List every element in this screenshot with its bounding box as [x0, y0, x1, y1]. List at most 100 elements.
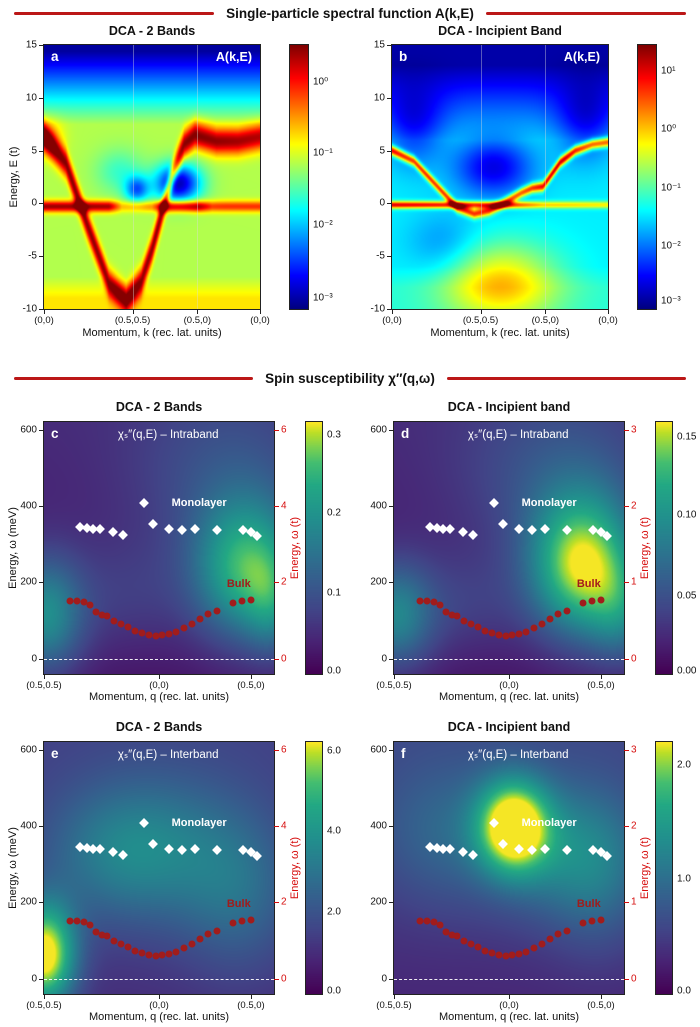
- tick-mark: [39, 826, 44, 827]
- colorbar-tick-label: 1.0: [677, 873, 691, 885]
- tick-mark: [389, 506, 394, 507]
- panel-a: DCA - 2 Bands Energy, E (t) a A(k,E) 15 1…: [2, 24, 348, 358]
- tick-mark: [260, 309, 261, 314]
- colorbar-tick-label: 0.10: [677, 509, 697, 521]
- bulk-marker: [448, 611, 455, 619]
- susceptibility-label: χₛ″(q,E) – Intraband: [117, 429, 219, 441]
- colorbar: 2.0 1.0 0.0: [655, 741, 691, 997]
- bulk-marker: [172, 628, 180, 636]
- right-y-axis-label: Energy, ω (t): [639, 836, 651, 900]
- colorbar-tick-label: 10¹: [661, 65, 676, 77]
- colorbar: 10¹ 10⁰ 10⁻¹ 10⁻² 10⁻³: [637, 44, 681, 310]
- bulk-label: Bulk: [226, 897, 251, 910]
- y-tick-label: -10: [22, 303, 37, 315]
- bulk-marker: [131, 947, 139, 955]
- colorbar-tick-label: 0.00: [677, 665, 697, 677]
- panel-f: DCA - Incipient band Energy, ω (t) f χₛ″…: [352, 714, 700, 1026]
- y-tick-label: 15: [25, 39, 37, 51]
- colorbar-tick-label: 0.0: [327, 665, 341, 677]
- bulk-marker: [554, 930, 562, 938]
- tick-mark: [197, 309, 199, 314]
- bulk-marker: [66, 597, 74, 605]
- tick-mark: [274, 978, 279, 980]
- bulk-marker: [229, 599, 237, 607]
- colorbar-tick-label: 2.0: [327, 906, 341, 918]
- right-y-tick-label: 0: [631, 973, 637, 985]
- colorbar-tick-label: 10⁻¹: [661, 182, 681, 194]
- bulk-marker: [436, 601, 444, 609]
- y-tick-label: 200: [20, 896, 37, 908]
- bulk-marker: [554, 610, 562, 618]
- panel-d: DCA - Incipient band Energy, ω (t) d χₛ″…: [352, 394, 700, 706]
- bulk-marker: [229, 919, 237, 927]
- colorbar-tick-label: 0.2: [327, 507, 341, 519]
- y-tick-label: 15: [373, 39, 385, 51]
- right-y-tick-label: 2: [631, 500, 637, 512]
- bulk-marker: [158, 951, 166, 959]
- tick-mark: [274, 658, 279, 660]
- tick-mark: [387, 150, 392, 152]
- bulk-marker: [73, 917, 81, 925]
- tick-mark: [389, 826, 394, 827]
- x-tick-label: (0.5,0): [531, 315, 560, 326]
- colorbar-canvas: [306, 742, 322, 994]
- tick-mark: [251, 994, 252, 999]
- colorbar-tick-label: 10⁻²: [661, 240, 681, 252]
- tick-mark: [39, 97, 44, 99]
- bulk-marker: [430, 598, 438, 606]
- bulk-marker: [165, 630, 173, 638]
- tick-mark: [387, 45, 392, 46]
- bulk-marker: [188, 940, 196, 948]
- colorbar-tick-label: 0.3: [327, 429, 341, 441]
- title-rule-left: [14, 376, 254, 380]
- spectral-heatmap-a: a A(k,E) 15 10 5 0 -5 -10 (0,0) (0.5,0.5) (0.5,0…: [23, 40, 270, 327]
- tick-mark: [394, 674, 395, 679]
- susceptibility-heatmap-f: f χₛ″(q,E) – Interband 0 200 400 600 (0.5,0.…: [370, 741, 637, 1011]
- spectral-function-label: A(k,E): [563, 50, 600, 64]
- colorbar-tick-label: 10⁰: [313, 76, 329, 88]
- colorbar-tick-label: 10⁰: [661, 123, 677, 135]
- tick-mark: [39, 429, 44, 431]
- tick-mark: [601, 674, 602, 679]
- title-rule-right: [446, 376, 686, 380]
- bulk-marker: [124, 943, 132, 951]
- tick-mark: [39, 309, 44, 310]
- bulk-marker: [597, 916, 605, 924]
- colorbar-tick-label: 10⁻¹: [313, 147, 333, 159]
- heatmap-canvas: [44, 45, 260, 309]
- bulk-marker: [538, 620, 546, 628]
- tick-mark: [159, 674, 160, 679]
- panel-c: DCA - 2 Bands Energy, ω (meV) Energy, ω …: [2, 394, 350, 706]
- x-tick-label: (0.5,0.5): [376, 1000, 412, 1011]
- section2-title: Spin susceptibility χ″(q,ω): [265, 370, 435, 386]
- y-tick-label: 600: [370, 424, 387, 436]
- right-y-tick-label: 1: [631, 576, 637, 588]
- bulk-marker: [502, 632, 510, 640]
- colorbar-tick-label: 10⁻³: [313, 292, 333, 304]
- tick-mark: [624, 582, 629, 584]
- bulk-marker: [481, 947, 489, 955]
- bulk-marker: [238, 917, 246, 925]
- panel-b: DCA - Incipient Band b A(k,E) 15 10 5 0 -5 -1…: [350, 24, 700, 358]
- right-y-tick-label: 6: [281, 424, 287, 436]
- bulk-marker: [204, 610, 212, 618]
- bulk-marker: [152, 952, 160, 960]
- bulk-marker: [145, 631, 153, 639]
- right-y-tick-label: 0: [281, 653, 287, 665]
- x-tick-label: (0.5,0): [237, 680, 265, 691]
- tick-mark: [387, 256, 392, 258]
- right-y-tick-label: 4: [281, 820, 287, 832]
- bulk-label: Bulk: [576, 577, 601, 590]
- x-tick-label: (0.5,0.5): [114, 315, 151, 326]
- tick-mark: [39, 150, 44, 152]
- bulk-marker: [495, 631, 503, 639]
- bulk-marker: [460, 937, 468, 945]
- colorbar-canvas: [306, 422, 322, 674]
- tick-mark: [274, 429, 279, 431]
- tick-mark: [44, 994, 45, 999]
- bulk-marker: [138, 949, 146, 957]
- y-tick-label: 10: [25, 92, 37, 104]
- bulk-marker: [92, 608, 100, 616]
- bulk-marker: [180, 624, 188, 632]
- tick-mark: [624, 902, 629, 904]
